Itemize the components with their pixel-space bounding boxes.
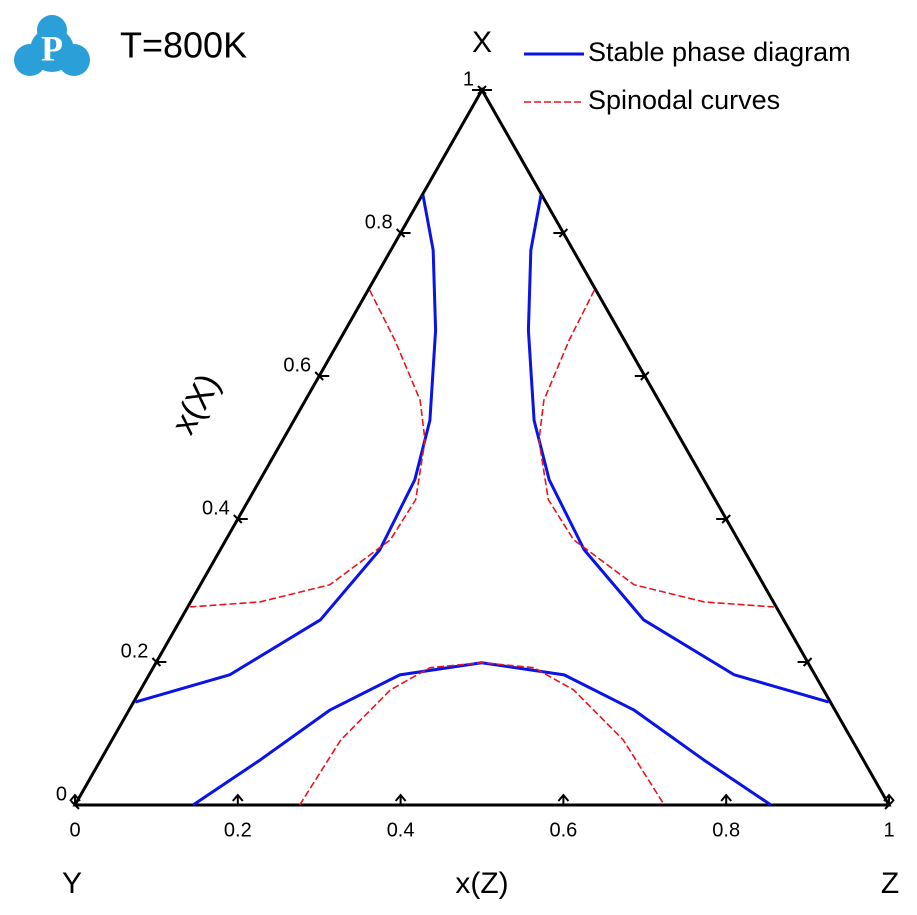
tick-mark [394,793,407,805]
tick-mark [151,657,167,667]
tick-mark [634,371,650,381]
x-axis-label: x(Z) [455,867,508,900]
tick-mark [720,793,732,805]
y-tick-label: 0.2 [121,640,149,662]
vertex-label: Y [62,867,82,900]
y-tick-label: 0 [56,783,67,805]
curve [298,661,666,806]
tick-mark [797,657,813,667]
x-tick-label: 1 [883,819,894,841]
y-axis-label: x(X) [165,368,228,441]
tick-mark [883,793,895,805]
triangle [72,86,892,807]
tick-mark [716,514,731,524]
y-tick-label: 0.8 [365,211,393,233]
tick-mark [395,228,411,238]
chart-title: T=800K [120,25,247,66]
tick-mark [233,514,248,524]
y-tick-label: 0.4 [202,497,230,519]
curve [526,194,830,704]
curve [538,289,774,608]
legend-label: Spinodal curves [588,85,780,115]
curve [192,661,772,807]
tick-mark [314,371,330,381]
tick-mark [553,228,569,238]
x-tick-label: 0.8 [712,819,740,841]
x-tick-label: 0 [69,819,80,841]
tick-mark [472,85,487,95]
legend-label: Stable phase diagram [588,37,851,67]
x-tick-label: 0.2 [224,819,252,841]
curve [134,194,438,704]
vertex-label: Z [881,867,899,900]
logo: P [14,15,90,76]
curve [190,289,426,608]
y-tick-label: 0.6 [283,354,311,376]
tick-mark [232,793,244,805]
x-tick-label: 0.4 [387,819,415,841]
logo-letter: P [41,28,63,68]
x-tick-label: 0.6 [549,819,577,841]
y-tick-label: 1 [463,68,474,90]
tick-mark [69,793,81,805]
vertex-label: X [472,26,492,59]
tick-mark [557,793,570,805]
